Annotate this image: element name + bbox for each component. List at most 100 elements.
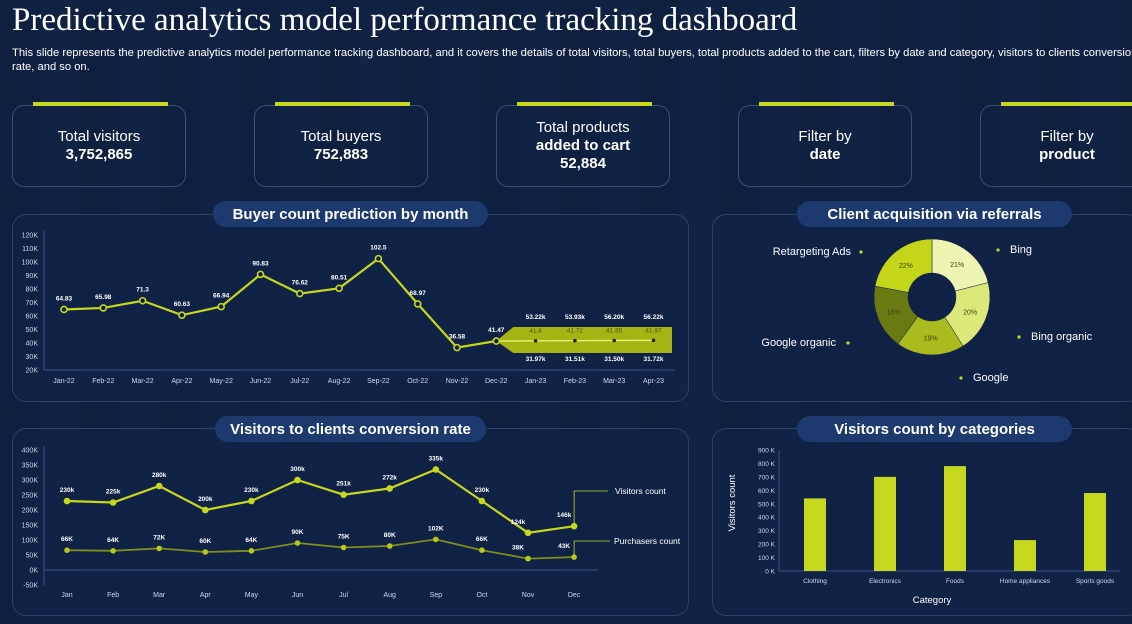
legend-dot xyxy=(846,341,850,345)
slice-label: 18% xyxy=(887,310,901,317)
categories-panel xyxy=(712,428,1132,616)
y-tick-label: 50K xyxy=(26,553,39,560)
x-tick-label: Clothing xyxy=(803,578,827,585)
x-tick-label: Jul xyxy=(339,592,348,599)
data-label: 66.94 xyxy=(213,293,230,300)
data-label: 75K xyxy=(338,534,350,541)
data-label: 272k xyxy=(382,474,397,481)
filter-by-product[interactable]: Filter by product xyxy=(980,102,1132,187)
x-tick-label: May-22 xyxy=(210,378,233,385)
filter-by-date[interactable]: Filter by date xyxy=(738,102,912,187)
data-point xyxy=(478,497,486,505)
kpi-label: Total products xyxy=(536,119,630,136)
bar xyxy=(804,498,826,571)
legend-label: Retargeting Ads xyxy=(773,246,852,258)
data-label: 38K xyxy=(512,545,524,552)
data-point xyxy=(453,343,461,352)
kpi-total-visitors: Total visitors 3,752,865 xyxy=(12,102,186,187)
kpi-accent-bar xyxy=(517,102,652,106)
y-tick-label: 60K xyxy=(26,314,39,321)
data-label: 80K xyxy=(384,532,396,539)
data-point xyxy=(110,548,116,554)
x-tick-label: Oct xyxy=(476,592,487,599)
kpi-accent-bar xyxy=(1001,102,1132,106)
x-tick-label: Sports goods xyxy=(1076,578,1115,585)
y-tick-label: 500 K xyxy=(758,501,776,508)
y-tick-label: 400 K xyxy=(758,515,776,522)
legend-leader xyxy=(573,540,610,558)
page-subtitle: This slide represents the predictive ana… xyxy=(12,47,1132,73)
data-label: 64.83 xyxy=(56,295,73,302)
filter-value: product xyxy=(1039,146,1095,163)
data-point xyxy=(432,466,440,473)
data-point xyxy=(178,311,186,319)
forecast-upper-label: 56.22k xyxy=(644,314,664,321)
x-tick-label: Jan xyxy=(61,592,72,599)
data-label: 66K xyxy=(476,536,488,543)
legend-dot xyxy=(1017,335,1021,339)
data-label: 225k xyxy=(106,489,121,496)
conversion-title: Visitors to clients conversion rate xyxy=(215,416,486,442)
data-point xyxy=(202,549,209,555)
data-point xyxy=(492,337,501,345)
y-tick-label: 30K xyxy=(26,354,39,361)
data-point xyxy=(248,548,255,554)
legend-label: Google organic xyxy=(761,337,836,349)
y-tick-label: 250K xyxy=(22,493,39,500)
x-tick-label: Foods xyxy=(946,578,965,585)
x-tick-label: Sep-22 xyxy=(367,378,390,385)
forecast-label: 41.72 xyxy=(567,328,584,335)
data-label: 124k xyxy=(511,519,526,526)
data-label: 146k xyxy=(557,512,572,519)
data-label: 41.47 xyxy=(488,327,505,334)
data-label: 90.83 xyxy=(252,260,269,267)
bar xyxy=(1014,540,1036,571)
slice-label: 19% xyxy=(924,335,938,342)
data-point xyxy=(525,555,531,562)
data-point xyxy=(109,499,117,506)
y-tick-label: 100 K xyxy=(758,555,776,562)
purchasers-line xyxy=(66,538,575,560)
forecast-upper-label: 53.22k xyxy=(526,314,546,321)
data-point xyxy=(248,497,255,505)
data-point xyxy=(295,289,304,298)
forecast-point xyxy=(573,338,577,343)
y-tick-label: 0 K xyxy=(765,569,775,576)
x-tick-label: Oct-22 xyxy=(407,378,428,385)
forecast-lower-label: 31.50k xyxy=(604,356,624,363)
y-tick-label: 50K xyxy=(26,327,39,334)
forecast-label: 41.85 xyxy=(606,328,623,335)
data-point xyxy=(155,482,163,490)
slice-label: 21% xyxy=(950,262,964,269)
forecast-upper-label: 56.20k xyxy=(604,314,624,321)
kpi-value: 752,883 xyxy=(313,146,369,163)
donut-slice xyxy=(874,238,933,293)
x-tick-label: Nov-22 xyxy=(446,378,469,385)
kpi-accent-bar xyxy=(275,102,410,106)
data-point xyxy=(99,304,108,312)
data-label: 68.97 xyxy=(410,290,427,297)
y-tick-label: 600 K xyxy=(758,488,776,495)
data-label: 230k xyxy=(60,487,75,494)
kpi-value: 52,884 xyxy=(560,155,606,172)
x-tick-label: Jun xyxy=(292,592,303,599)
legend-dot xyxy=(996,248,1000,252)
data-label: 102.5 xyxy=(370,245,387,252)
data-point xyxy=(217,302,225,311)
x-tick-label: Jul-22 xyxy=(290,378,309,385)
x-tick-label: Nov xyxy=(522,592,535,599)
data-label: 66K xyxy=(61,536,73,543)
data-label: 64K xyxy=(107,537,119,544)
x-tick-label: Apr-23 xyxy=(643,378,664,385)
y-tick-label: -50K xyxy=(23,583,38,590)
x-tick-label: May xyxy=(245,592,259,599)
forecast-lower-label: 31.97k xyxy=(526,356,546,363)
data-label: 200k xyxy=(198,496,213,503)
bar xyxy=(1084,493,1106,571)
y-tick-label: 200K xyxy=(22,508,39,515)
forecast-upper-label: 53.93k xyxy=(565,314,585,321)
page-title: Predictive analytics model performance t… xyxy=(12,2,798,38)
y-tick-label: 300K xyxy=(22,478,39,485)
forecast-label: 41.97 xyxy=(645,327,662,334)
